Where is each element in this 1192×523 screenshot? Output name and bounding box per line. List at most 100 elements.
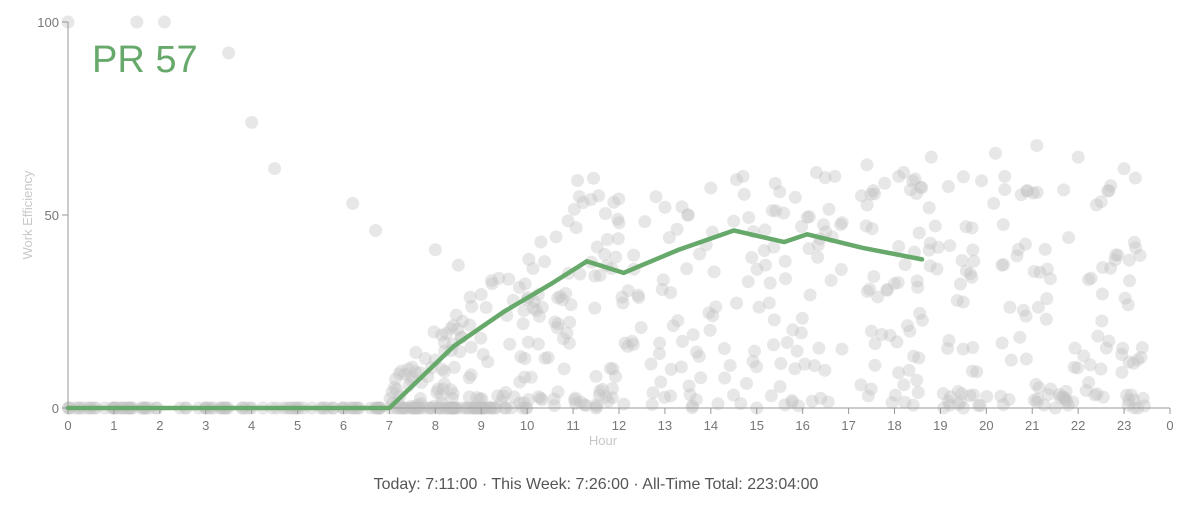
scatter-point xyxy=(587,171,601,185)
scatter-point xyxy=(875,328,889,342)
scatter-point xyxy=(1133,248,1147,262)
scatter-point xyxy=(518,277,532,291)
scatter-point xyxy=(1129,241,1143,255)
scatter-point xyxy=(524,370,538,384)
scatter-point xyxy=(551,291,565,305)
scatter-point xyxy=(569,397,583,411)
x-tick-label: 0 xyxy=(1166,418,1173,433)
scatter-point xyxy=(560,326,574,340)
scatter-point xyxy=(1030,185,1044,199)
scatter-point xyxy=(819,225,833,239)
scatter-point xyxy=(1081,273,1095,287)
scatter-point xyxy=(972,399,986,413)
scatter-point xyxy=(531,337,545,351)
scatter-point xyxy=(485,274,499,288)
scatter-point xyxy=(1111,248,1125,262)
scatter-point xyxy=(1124,388,1138,402)
scatter-point xyxy=(898,258,912,272)
scatter-point xyxy=(447,360,461,374)
scatter-point xyxy=(941,180,955,194)
scatter-point xyxy=(1096,260,1110,274)
scatter-point xyxy=(514,350,528,364)
scatter-point xyxy=(769,204,783,218)
scatter-point xyxy=(541,351,555,365)
scatter-point xyxy=(811,250,825,264)
scatter-point xyxy=(439,326,453,340)
time-summary: Today: 7:11:00 · This Week: 7:26:00 · Al… xyxy=(0,476,1192,494)
scatter-point xyxy=(1089,198,1103,212)
scatter-point xyxy=(908,172,922,186)
x-tick-label: 21 xyxy=(1025,418,1039,433)
scatter-point xyxy=(834,263,848,277)
scatter-point xyxy=(906,398,920,412)
scatter-point xyxy=(436,382,450,396)
scatter-point xyxy=(860,158,874,172)
scatter-point xyxy=(936,387,950,401)
scatter-point xyxy=(401,362,415,376)
scatter-point xyxy=(1002,392,1016,406)
scatter-point xyxy=(864,382,878,396)
x-tick-label: 8 xyxy=(432,418,439,433)
x-tick-label: 20 xyxy=(979,418,993,433)
scatter-point xyxy=(1020,184,1034,198)
scatter-point xyxy=(481,355,495,369)
scatter-point xyxy=(717,342,731,356)
scatter-point xyxy=(627,248,641,262)
scatter-point xyxy=(903,183,917,197)
scatter-point xyxy=(998,169,1012,183)
scatter-point xyxy=(805,394,819,408)
scatter-point xyxy=(427,325,441,339)
scatter-point xyxy=(571,174,585,188)
scatter-point xyxy=(922,243,936,257)
scatter-point xyxy=(778,272,792,286)
scatter-point xyxy=(967,254,981,268)
scatter-point xyxy=(854,189,868,203)
scatter-point xyxy=(704,181,718,195)
scatter-point xyxy=(915,181,929,195)
scatter-point xyxy=(866,183,880,197)
scatter-point xyxy=(1137,399,1151,413)
scatter-point xyxy=(612,216,626,230)
scatter-point xyxy=(470,391,484,405)
scatter-point xyxy=(767,240,781,254)
scatter-point xyxy=(951,384,965,398)
scatter-point xyxy=(569,221,583,235)
scatter-point xyxy=(494,394,508,408)
scatter-point xyxy=(809,166,823,180)
scatter-point xyxy=(434,388,448,402)
scatter-point xyxy=(463,318,477,332)
x-tick-label: 15 xyxy=(750,418,764,433)
scatter-point xyxy=(547,392,561,406)
scatter-point xyxy=(1088,388,1102,402)
scatter-point xyxy=(963,267,977,281)
scatter-point xyxy=(563,315,577,329)
scatter-point xyxy=(616,296,630,310)
scatter-point xyxy=(662,231,676,245)
scatter-points xyxy=(61,15,1151,415)
scatter-point xyxy=(994,389,1008,403)
scatter-point xyxy=(818,171,832,185)
scatter-point xyxy=(550,321,564,335)
scatter-point xyxy=(1068,341,1082,355)
scatter-point xyxy=(512,280,526,294)
scatter-point xyxy=(1071,150,1085,164)
scatter-point xyxy=(437,377,451,391)
scatter-point xyxy=(723,358,737,372)
scatter-point xyxy=(464,368,478,382)
scatter-point xyxy=(1030,139,1044,153)
scatter-point xyxy=(965,364,979,378)
scatter-point xyxy=(1123,274,1137,288)
today-value: 7:11:00 xyxy=(425,476,478,493)
scatter-point xyxy=(910,187,924,201)
scatter-point xyxy=(671,314,685,328)
scatter-point xyxy=(764,389,778,403)
scatter-point xyxy=(130,15,144,29)
scatter-point xyxy=(462,390,476,404)
scatter-point xyxy=(499,385,513,399)
scatter-point xyxy=(1020,184,1034,198)
scatter-point xyxy=(963,389,977,403)
scatter-point xyxy=(1041,387,1055,401)
scatter-point xyxy=(538,351,552,365)
y-tick-label: 50 xyxy=(45,208,59,223)
scatter-point xyxy=(567,393,581,407)
